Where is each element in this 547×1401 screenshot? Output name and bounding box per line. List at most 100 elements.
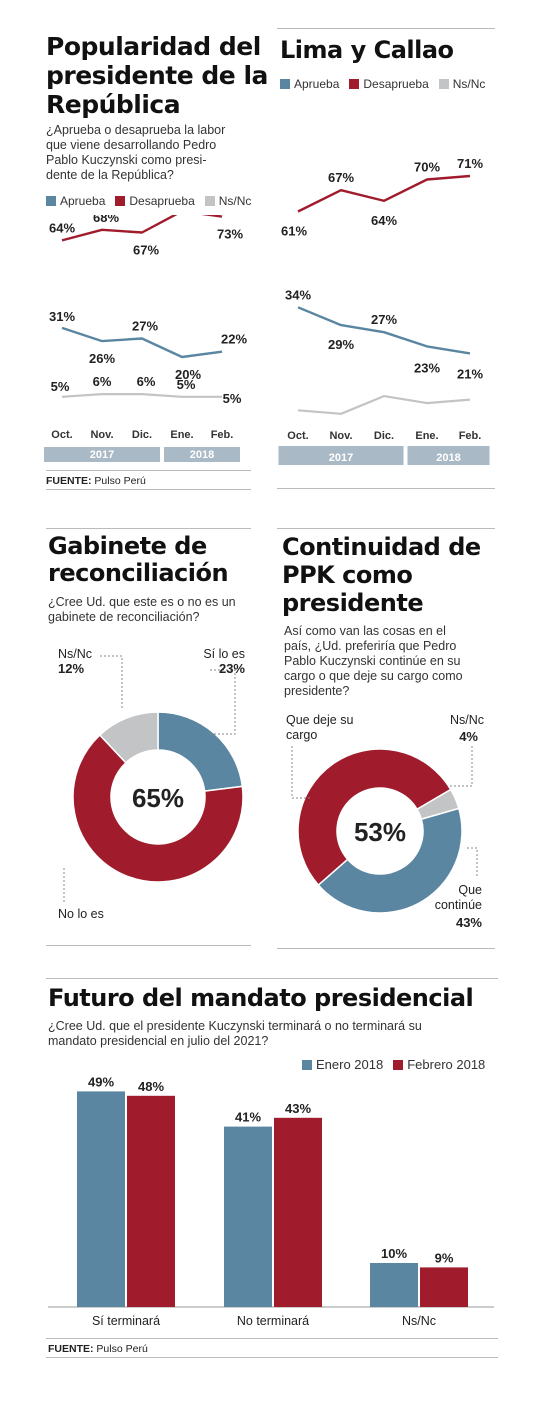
futuro-bar-chart: 49% 48% Sí terminará 41% 43% No terminará 10% 9… [48,1074,494,1328]
slice-value-label: 4% [459,729,478,744]
data-label: 5% [223,391,242,406]
leader-line [291,746,312,799]
slice-name-label: Que [458,883,482,897]
legend-label: Febrero 2018 [407,1057,486,1072]
question-line: ¿Aprueba o desaprueba la labor [46,123,226,137]
title-line: República [46,90,181,119]
data-label: 6% [93,374,112,389]
title-line: Popularidad del [46,32,261,61]
data-label: 34% [285,287,311,302]
year-bar [44,447,160,462]
slice-name-label: No lo es [58,907,104,921]
data-label: 27% [132,318,158,333]
data-label: 64% [371,213,397,228]
divider [46,528,251,529]
data-label: 5% [51,379,70,394]
question-line: presidente? [284,684,350,698]
bar-febrero-2018 [127,1095,175,1307]
category-label: Sí terminará [92,1314,160,1328]
slice-value-label: 12% [58,661,84,676]
futuro-legend: Enero 2018 Febrero 2018 [302,1057,485,1072]
data-label: 26% [89,351,115,366]
year-label: 2017 [329,452,353,464]
donut-slice-que-contin-e [317,807,463,914]
divider [46,1338,498,1339]
source-text: Pulso Perú [96,1343,148,1355]
slice-name-label: Sí lo es [203,647,245,661]
slice-name-label: Que deje su [286,713,353,727]
bar-febrero-2018 [274,1117,322,1307]
continuidad-question: Así como van las cosas en el país, ¿Ud. … [284,624,463,699]
x-tick-label: Nov. [329,430,352,442]
title-line: Gabinete de [48,532,207,560]
leader-line [100,655,123,710]
lima-legend: Aprueba Desaprueba Ns/Nc [280,77,485,91]
slice-name-label: Ns/Nc [450,713,484,727]
x-tick-label: Oct. [51,429,72,441]
x-tick-label: Feb. [211,429,234,441]
legend-label: Aprueba [294,77,340,91]
divider [46,1357,498,1358]
series-line-nsnc [297,395,471,415]
popularidad-legend: Aprueba Desaprueba Ns/Nc [46,194,251,208]
donut-center-label: 53% [354,817,406,847]
data-label: 67% [133,242,159,257]
leader-line [467,847,478,878]
category-label: Ns/Nc [402,1314,436,1328]
febrero-swatch [393,1059,404,1070]
slice-value-label: 23% [219,661,245,676]
popularidad-question: ¿Aprueba o desaprueba la labor que viene… [46,123,225,183]
question-line: país, ¿Ud. preferiría que Pedro [284,639,457,653]
leader-line [447,746,473,787]
title-line: Continuidad de [282,533,481,561]
gabinete-question: ¿Cree Ud. que este es o no es un gabinet… [48,595,236,625]
lima-line-chart: 34% 29% 27% 23% 21% 61% 67% 64% 70% 71% Oct. Nov. Di… [278,156,490,465]
divider [277,488,495,489]
bar-enero-2018 [77,1091,125,1307]
bar-value-label: 43% [285,1101,311,1116]
question-line: cargo o que deje su cargo como [284,669,463,683]
slice-name-label: cargo [286,728,317,742]
slice-value-label: 43% [456,915,482,930]
desaprueba-swatch [115,196,126,206]
data-label: 29% [328,337,354,352]
divider [46,945,251,946]
slice-name-label: Ns/Nc [58,647,92,661]
donut-slice-que-deje-su-cargo [297,748,452,887]
futuro-source: FUENTE: Pulso Perú [48,1343,148,1355]
year-bar [407,446,490,465]
question-line: ¿Cree Ud. que este es o no es un [48,595,236,609]
divider [46,470,251,471]
year-bar [278,446,404,465]
aprueba-swatch [46,196,56,206]
legend-label: Desaprueba [129,194,195,208]
legend-label: Desaprueba [363,77,429,91]
data-label: 70% [414,160,440,175]
x-tick-label: Dic. [374,430,394,442]
series-line-nsnc [61,393,222,398]
donut-slice-ns-nc [98,711,159,764]
enero-swatch [302,1059,312,1070]
bar-value-label: 41% [235,1110,261,1125]
bar-enero-2018 [370,1263,418,1307]
legend-label: Ns/Nc [218,194,252,208]
legend-label: Enero 2018 [316,1057,384,1072]
series-line-aprueba [61,326,223,359]
legend-label: Ns/Nc [452,77,486,91]
data-label: 68% [93,215,119,225]
title-line: presidente de la [46,61,268,90]
x-tick-label: Ene. [415,430,438,442]
source-text: Pulso Perú [94,475,146,487]
year-label: 2018 [436,452,460,464]
donut-slice-ns-nc [416,788,460,821]
nsnc-swatch [204,196,215,206]
data-label: 73% [217,227,243,242]
data-label: 20% [175,367,201,382]
question-line: Así como van las cosas en el [284,624,446,638]
question-line: Pablo Kuczynski como presi- [46,153,207,167]
donut-slice-s-lo-es [157,711,244,792]
x-tick-label: Oct. [287,430,308,442]
question-line: mandato presidencial en julio del 2021? [48,1034,269,1048]
